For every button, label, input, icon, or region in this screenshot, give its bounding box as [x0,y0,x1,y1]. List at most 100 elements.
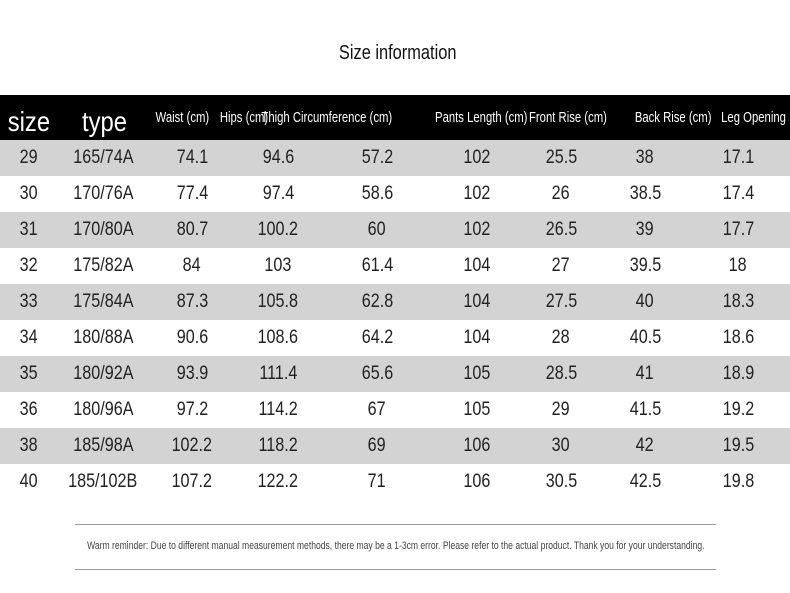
column-header: Thigh Circumference (cm) [261,109,393,126]
table-cell: 77.4 [176,183,208,204]
table-cell: 106 [463,435,491,456]
warm-reminder: Warm reminder: Due to different manual m… [87,540,705,552]
table-cell: 57.2 [361,147,393,168]
table-row: 36 180/96A 97.2 114.2 67 105 29 41.5 19.2 [0,392,790,428]
table-cell: 42 [636,435,654,456]
table-cell: 180/88A [72,327,134,348]
table-cell: 104 [463,327,491,348]
table-cell: 27 [552,255,570,276]
table-cell: 30 [552,435,570,456]
table-cell: 106 [463,471,491,492]
table-cell: 80.7 [176,219,208,240]
table-cell: 40 [20,471,38,492]
table-cell: 105 [463,363,491,384]
column-header: Back Rise (cm) [634,109,712,126]
table-cell: 165/74A [72,147,134,168]
table-cell: 26.5 [545,219,577,240]
divider-top [75,524,716,525]
table-cell: 69 [368,435,386,456]
table-cell: 18.3 [722,291,754,312]
column-header: Waist (cm) [155,109,209,126]
table-cell: 30.5 [545,471,577,492]
table-row: 29 165/74A 74.1 94.6 57.2 102 25.5 38 17.1 [0,140,790,176]
table-cell: 40 [636,291,654,312]
page-title: Size information [339,42,457,64]
table-cell: 30 [20,183,38,204]
table-cell: 41.5 [629,399,661,420]
table-header: size type Waist (cm) Hips (cm) Thigh Circumf… [0,95,790,140]
table-cell: 102.2 [171,435,213,456]
table-cell: 62.8 [361,291,393,312]
table-cell: 28.5 [545,363,577,384]
table-cell: 90.6 [176,327,208,348]
table-cell: 108.6 [257,327,299,348]
table-cell: 105.8 [257,291,299,312]
table-row: 30 170/76A 77.4 97.4 58.6 102 26 38.5 17.4 [0,176,790,212]
table-cell: 103 [264,255,292,276]
table-cell: 104 [463,255,491,276]
table-cell: 170/76A [72,183,134,204]
table-cell: 185/102B [68,471,138,492]
table-cell: 102 [463,219,491,240]
table-cell: 33 [20,291,38,312]
table-cell: 87.3 [176,291,208,312]
table-cell: 25.5 [545,147,577,168]
table-cell: 19.2 [722,399,754,420]
table-cell: 26 [552,183,570,204]
table-row: 32 175/82A 84 103 61.4 104 27 39.5 18 [0,248,790,284]
table-cell: 42.5 [629,471,661,492]
table-cell: 38 [636,147,654,168]
table-row: 38 185/98A 102.2 118.2 69 106 30 42 19.5 [0,428,790,464]
table-cell: 58.6 [361,183,393,204]
table-cell: 17.1 [722,147,754,168]
table-cell: 122.2 [257,471,299,492]
table-cell: 60 [368,219,386,240]
table-cell: 38.5 [629,183,661,204]
table-cell: 17.4 [722,183,754,204]
table-cell: 18.6 [722,327,754,348]
table-row: 35 180/92A 93.9 111.4 65.6 105 28.5 41 18.9 [0,356,790,392]
table-cell: 65.6 [361,363,393,384]
table-cell: 114.2 [258,399,298,420]
table-row: 33 175/84A 87.3 105.8 62.8 104 27.5 40 18.3 [0,284,790,320]
table-cell: 38 [20,435,38,456]
table-cell: 64.2 [361,327,393,348]
table-cell: 180/92A [72,363,134,384]
table-cell: 39.5 [629,255,661,276]
table-cell: 102 [463,147,491,168]
table-cell: 104 [463,291,491,312]
table-cell: 107.2 [171,471,213,492]
table-cell: 94.6 [262,147,294,168]
table-cell: 97.4 [262,183,294,204]
table-cell: 28 [552,327,570,348]
table-cell: 40.5 [629,327,661,348]
table-cell: 32 [20,255,38,276]
table-cell: 105 [463,399,491,420]
column-header: size [7,105,51,137]
table-cell: 67 [368,399,386,420]
table-cell: 31 [20,219,38,240]
table-cell: 170/80A [72,219,134,240]
table-cell: 71 [368,471,386,492]
table-cell: 17.7 [722,219,754,240]
table-cell: 175/82A [72,255,134,276]
table-cell: 41 [636,363,654,384]
table-cell: 18.9 [722,363,754,384]
column-header: Hips (cm) [219,109,269,126]
table-cell: 102 [463,183,491,204]
table-row: 31 170/80A 80.7 100.2 60 102 26.5 39 17.7 [0,212,790,248]
table-cell: 39 [636,219,654,240]
table-cell: 36 [20,399,38,420]
table-cell: 35 [20,363,38,384]
table-cell: 19.5 [722,435,754,456]
table-cell: 180/96A [72,399,134,420]
table-cell: 84 [183,255,201,276]
table-cell: 29 [20,147,38,168]
table-cell: 111.4 [258,363,298,384]
table-cell: 74.1 [176,147,208,168]
table-cell: 97.2 [176,399,208,420]
table-cell: 61.4 [361,255,393,276]
column-header: Leg Opening [721,109,787,126]
table-cell: 118.2 [258,435,298,456]
table-cell: 34 [20,327,38,348]
